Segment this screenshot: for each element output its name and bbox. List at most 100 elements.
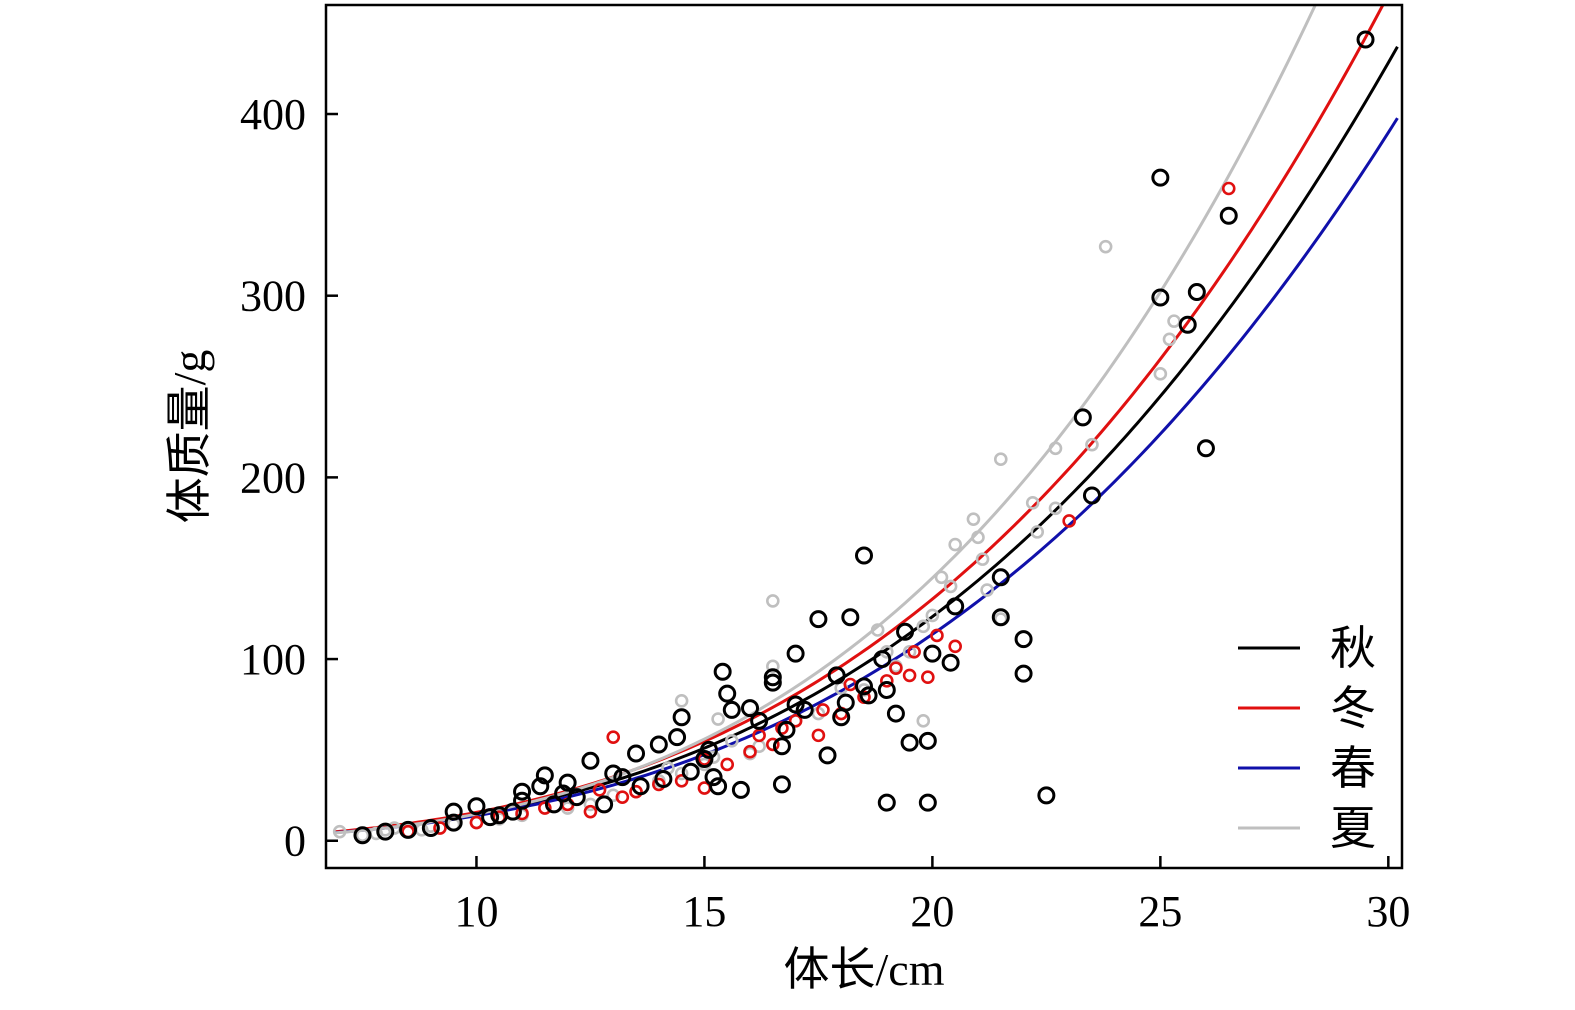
point-冬	[766, 737, 780, 752]
point-夏	[1153, 367, 1168, 381]
point-秋	[444, 802, 463, 821]
point-秋	[604, 764, 623, 783]
point-冬	[629, 784, 643, 799]
point-冬	[788, 714, 803, 728]
point-秋	[855, 677, 873, 696]
point-秋	[809, 610, 828, 629]
point-冬	[752, 728, 766, 743]
point-秋	[531, 777, 550, 796]
point-冬	[592, 783, 607, 797]
point-秋	[627, 744, 646, 763]
point-夏	[870, 623, 885, 637]
point-夏	[606, 788, 621, 803]
point-秋	[1014, 630, 1033, 649]
point-冬	[433, 821, 447, 835]
x-tick-label: 15	[682, 887, 726, 936]
point-秋	[859, 686, 878, 705]
point-秋	[900, 733, 919, 752]
point-秋	[631, 777, 650, 796]
point-秋	[877, 793, 896, 812]
point-冬	[1221, 181, 1236, 196]
point-夏	[1025, 496, 1040, 510]
point-夏	[674, 766, 689, 781]
point-秋	[763, 668, 782, 687]
point-秋	[741, 699, 760, 718]
point-冬	[720, 757, 735, 772]
point-秋	[786, 695, 805, 714]
legend-label-夏: 夏	[1330, 803, 1376, 854]
point-夏	[724, 734, 739, 748]
point-秋	[841, 608, 860, 627]
point-夏	[1098, 239, 1113, 254]
point-秋	[654, 769, 673, 788]
point-夏	[1048, 441, 1063, 456]
point-秋	[595, 795, 614, 814]
point-秋	[1356, 30, 1375, 49]
point-夏	[980, 583, 994, 597]
point-秋	[695, 749, 714, 768]
point-秋	[836, 693, 855, 712]
point-秋	[1187, 283, 1206, 302]
point-秋	[855, 546, 873, 565]
y-tick-label: 200	[240, 453, 306, 502]
point-冬	[902, 668, 917, 683]
point-秋	[649, 735, 668, 754]
point-秋	[896, 622, 915, 641]
point-秋	[699, 740, 718, 759]
point-冬	[907, 644, 921, 659]
point-夏	[711, 712, 725, 726]
point-冬	[652, 777, 666, 792]
point-夏	[916, 619, 931, 634]
point-夏	[948, 537, 962, 552]
point-冬	[674, 773, 689, 788]
scatter-points	[332, 30, 1375, 845]
point-冬	[469, 815, 484, 830]
x-tick-label: 30	[1366, 887, 1410, 936]
point-秋	[1037, 786, 1056, 805]
point-秋	[918, 731, 937, 750]
point-秋	[1014, 664, 1033, 683]
point-秋	[991, 608, 1010, 627]
point-秋	[613, 768, 632, 787]
point-秋	[923, 644, 942, 663]
x-tick-label: 20	[910, 887, 954, 936]
point-冬	[615, 790, 630, 804]
point-秋	[1219, 206, 1238, 225]
point-夏	[902, 644, 917, 659]
point-秋	[535, 766, 554, 785]
point-夏	[916, 714, 931, 728]
x-tick-label: 25	[1138, 887, 1182, 936]
legend-label-冬: 冬	[1330, 683, 1376, 734]
legend-label-秋: 秋	[1330, 623, 1376, 674]
point-冬	[743, 744, 757, 759]
point-冬	[697, 752, 712, 766]
point-冬	[921, 670, 935, 685]
point-夏	[966, 512, 981, 526]
point-秋	[772, 737, 791, 756]
point-夏	[766, 594, 780, 608]
point-秋	[444, 813, 463, 832]
point-秋	[681, 762, 700, 781]
point-秋	[668, 728, 687, 747]
point-夏	[993, 452, 1008, 467]
point-夏	[925, 608, 940, 623]
point-秋	[1082, 486, 1101, 505]
x-tick-label: 10	[454, 887, 498, 936]
point-秋	[877, 680, 896, 699]
point-秋	[558, 773, 577, 792]
point-秋	[763, 673, 782, 692]
point-夏	[934, 570, 949, 585]
plot-frame	[324, 3, 1404, 870]
curve-春	[335, 117, 1399, 835]
point-秋	[1196, 439, 1215, 458]
point-秋	[353, 826, 372, 845]
point-冬	[1062, 514, 1076, 528]
point-秋	[795, 700, 814, 719]
point-夏	[674, 694, 689, 708]
point-秋	[1151, 168, 1170, 187]
point-秋	[1178, 315, 1197, 334]
point-冬	[538, 801, 552, 815]
point-秋	[672, 708, 691, 727]
point-冬	[948, 639, 962, 654]
point-冬	[930, 628, 944, 643]
